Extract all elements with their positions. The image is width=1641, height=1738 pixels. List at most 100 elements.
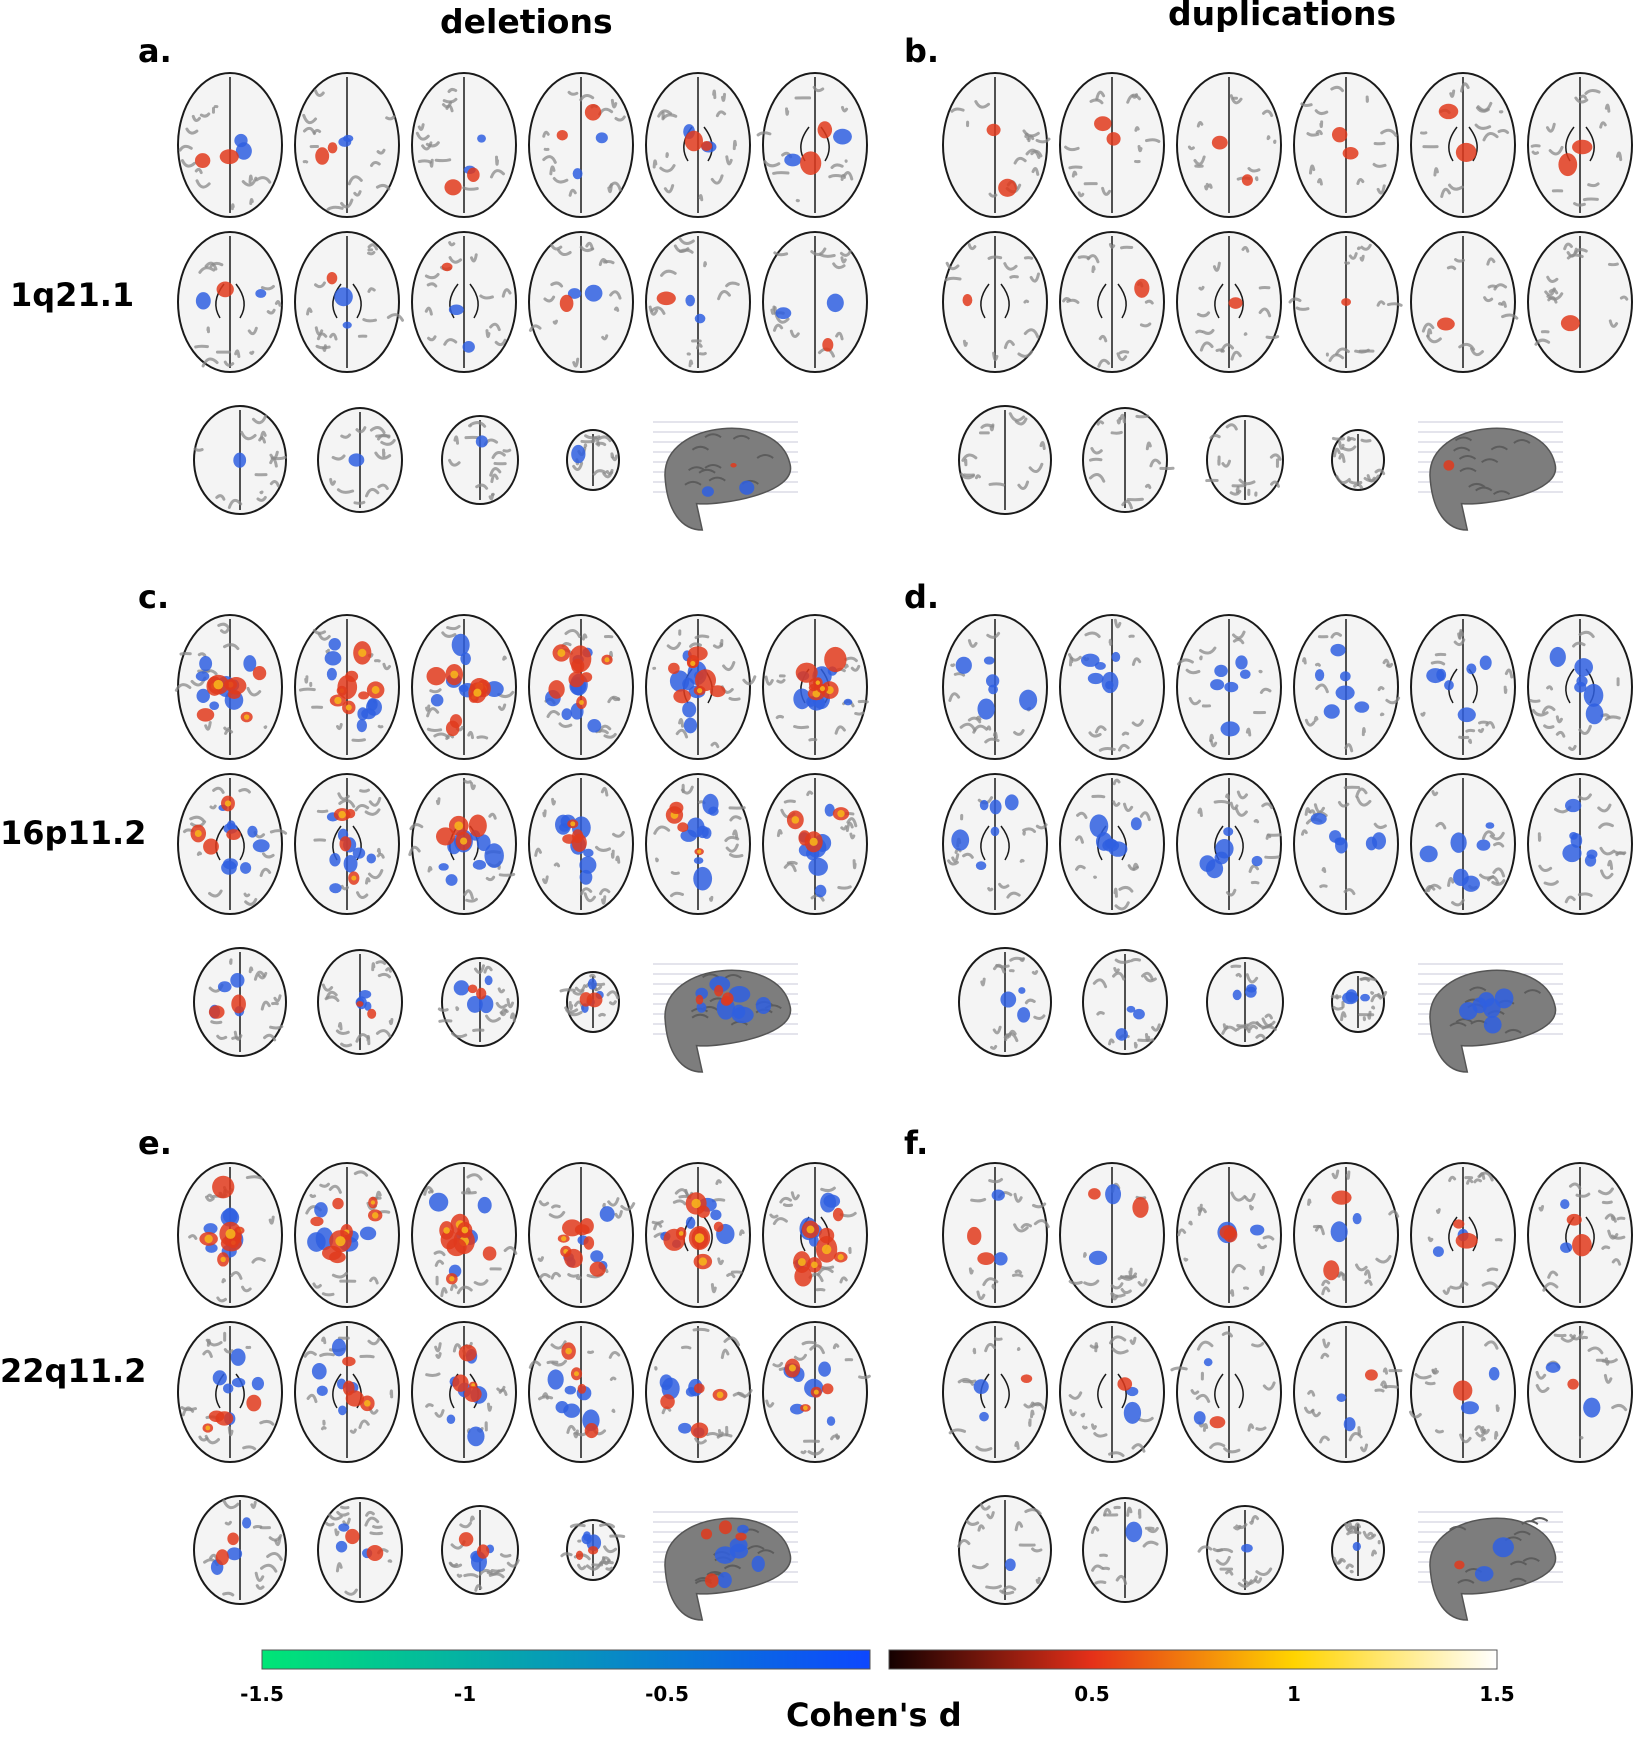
axial-slice: [1293, 773, 1399, 915]
axial-slice: [645, 72, 751, 218]
column-title-deletions: deletions: [440, 2, 613, 41]
brain-3d-render: [1418, 963, 1563, 1073]
axial-slice: [177, 72, 283, 218]
axial-slice: [762, 1162, 868, 1308]
row-label-1q21-1: 1q21.1: [10, 276, 135, 314]
axial-slice: [958, 405, 1052, 515]
brain-3d-render: [653, 963, 798, 1073]
brain-3d-render: [653, 1511, 798, 1621]
axial-slice: [762, 773, 868, 915]
colorbar-tick: 0.5: [1074, 1682, 1110, 1706]
axial-slice: [1082, 407, 1175, 513]
axial-slice: [294, 72, 400, 218]
axial-slice: [1527, 72, 1633, 218]
axial-slice: [566, 429, 620, 491]
axial-slice: [942, 614, 1048, 760]
axial-slice: [528, 231, 634, 373]
axial-slice: [177, 773, 288, 915]
axial-slice: [193, 947, 287, 1057]
axial-slice: [177, 231, 283, 373]
axial-slice: [645, 231, 751, 373]
axial-slice: [1205, 415, 1284, 505]
axial-slice: [762, 1321, 871, 1463]
axial-slice: [1170, 1321, 1282, 1463]
axial-slice: [1176, 614, 1282, 760]
axial-slice: [1288, 231, 1403, 373]
axial-slice: [411, 231, 517, 373]
axial-slice: [294, 1321, 400, 1463]
colorbar-tick: -1: [453, 1682, 477, 1706]
axial-slice: [317, 407, 403, 513]
colorbar-tick: 1: [1287, 1682, 1301, 1706]
axial-slice: [1293, 614, 1401, 760]
axial-slice: [528, 1321, 634, 1463]
panel-label-d: d.: [904, 578, 940, 616]
row-label-16p11-2: 16p11.2: [0, 814, 147, 852]
axial-slice: [411, 614, 517, 760]
axial-slice: [1410, 72, 1516, 218]
colorbar-title: Cohen's d: [786, 1696, 962, 1734]
brain-3d-render: [653, 421, 798, 531]
colorbar-tick: -0.5: [645, 1682, 689, 1706]
axial-slice: [762, 231, 868, 373]
colorbar-tick: -1.5: [240, 1682, 284, 1706]
axial-slice: [528, 614, 634, 760]
axial-slice: [528, 1162, 636, 1308]
axial-slice: [1059, 1321, 1165, 1463]
axial-slice: [1410, 1162, 1516, 1308]
column-title-duplications: duplications: [1168, 0, 1397, 33]
axial-slice: [193, 405, 287, 515]
axial-slice: [1059, 1162, 1165, 1308]
axial-slice: [559, 971, 620, 1033]
axial-slice: [942, 1162, 1050, 1308]
axial-slice: [942, 72, 1051, 218]
axial-slice: [1527, 773, 1633, 915]
brain-3d-render: [1418, 421, 1563, 531]
axial-slice: [645, 1321, 753, 1463]
axial-slice: [1410, 614, 1516, 760]
axial-slice: [177, 1321, 283, 1463]
axial-slice: [756, 72, 868, 218]
axial-slice: [411, 1321, 517, 1463]
axial-slice: [1527, 231, 1633, 373]
axial-slice: [1293, 1321, 1403, 1463]
axial-slice: [1176, 231, 1282, 373]
axial-slice: [411, 1162, 518, 1308]
axial-slice: [1527, 614, 1633, 760]
axial-slice: [1410, 773, 1516, 915]
axial-slice: [528, 773, 634, 915]
axial-slice: [942, 773, 1048, 915]
axial-slice: [958, 947, 1052, 1057]
axial-slice: [1331, 429, 1386, 491]
axial-slice: [294, 231, 405, 373]
axial-slice: [411, 72, 517, 218]
axial-slice: [174, 614, 283, 760]
axial-slice: [1331, 1519, 1385, 1581]
axial-slice: [294, 1162, 400, 1308]
axial-slice: [1059, 231, 1165, 373]
panel-label-c: c.: [138, 578, 170, 616]
axial-slice: [560, 1519, 626, 1581]
axial-slice: [1059, 72, 1165, 218]
row-label-22q11-2: 22q11.2: [0, 1352, 147, 1390]
colorbar-positive: [888, 1649, 1498, 1670]
axial-slice: [1293, 1162, 1400, 1308]
axial-slice: [317, 1497, 403, 1603]
axial-slice: [441, 1505, 520, 1595]
axial-slice: [294, 773, 400, 915]
panel-label-e: e.: [138, 1124, 172, 1162]
axial-slice: [1206, 957, 1284, 1047]
axial-slice: [177, 1162, 283, 1308]
panel-label-b: b.: [904, 32, 940, 70]
axial-slice: [437, 957, 519, 1047]
axial-slice: [1527, 1321, 1633, 1463]
axial-slice: [1197, 1505, 1284, 1595]
brain-3d-render: [1418, 1511, 1563, 1621]
axial-slice: [1059, 773, 1165, 915]
axial-slice: [1082, 949, 1168, 1055]
axial-slice: [942, 1321, 1048, 1463]
axial-slice: [441, 415, 519, 505]
axial-slice: [1082, 1497, 1168, 1603]
